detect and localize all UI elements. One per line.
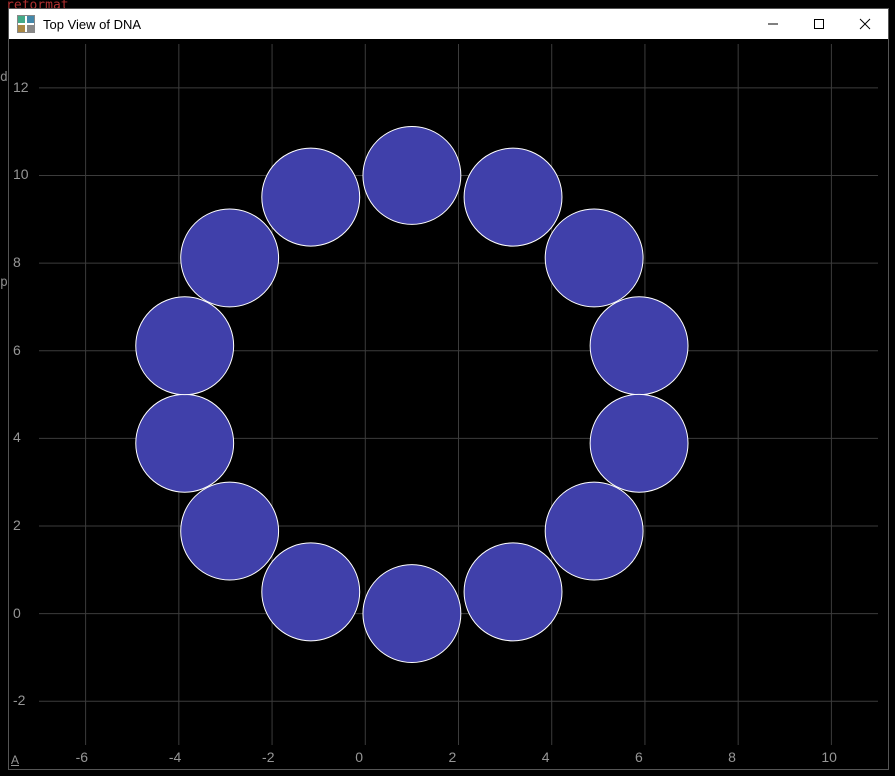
y-tick-label: 8 xyxy=(13,254,21,270)
x-tick-label: -4 xyxy=(169,749,181,765)
close-button[interactable] xyxy=(842,9,888,39)
x-tick-label: 4 xyxy=(542,749,550,765)
titlebar[interactable]: Top View of DNA xyxy=(9,9,888,39)
x-tick-label: 8 xyxy=(728,749,736,765)
y-tick-label: 0 xyxy=(13,605,21,621)
plot-canvas xyxy=(9,39,888,769)
window-controls xyxy=(750,9,888,39)
bg-char-1: d xyxy=(0,70,8,85)
axis-corner-label: A xyxy=(11,753,19,767)
minimize-button[interactable] xyxy=(750,9,796,39)
y-tick-label: 4 xyxy=(13,429,21,445)
y-tick-label: 12 xyxy=(13,79,29,95)
x-tick-label: 2 xyxy=(449,749,457,765)
x-tick-label: 6 xyxy=(635,749,643,765)
window-title: Top View of DNA xyxy=(43,17,141,32)
close-icon xyxy=(859,18,871,30)
pyqtgraph-app-icon xyxy=(17,15,35,33)
y-tick-label: 6 xyxy=(13,342,21,358)
x-tick-label: -2 xyxy=(262,749,274,765)
plot-area[interactable]: -6 -4 -2 0 2 4 6 8 10 -2 0 2 4 6 8 10 12 A xyxy=(9,39,888,769)
x-tick-label: -6 xyxy=(76,749,88,765)
maximize-button[interactable] xyxy=(796,9,842,39)
minimize-icon xyxy=(767,18,779,30)
y-tick-label: 2 xyxy=(13,517,21,533)
y-tick-label: 10 xyxy=(13,166,29,182)
bg-char-2: p xyxy=(0,275,8,290)
x-tick-label: 0 xyxy=(355,749,363,765)
maximize-icon xyxy=(813,18,825,30)
app-window: Top View of DNA -6 -4 -2 0 2 4 6 8 10 -2 0 2 4 6 8 10 1… xyxy=(8,8,889,770)
y-tick-label: -2 xyxy=(13,692,25,708)
x-tick-label: 10 xyxy=(821,749,837,765)
